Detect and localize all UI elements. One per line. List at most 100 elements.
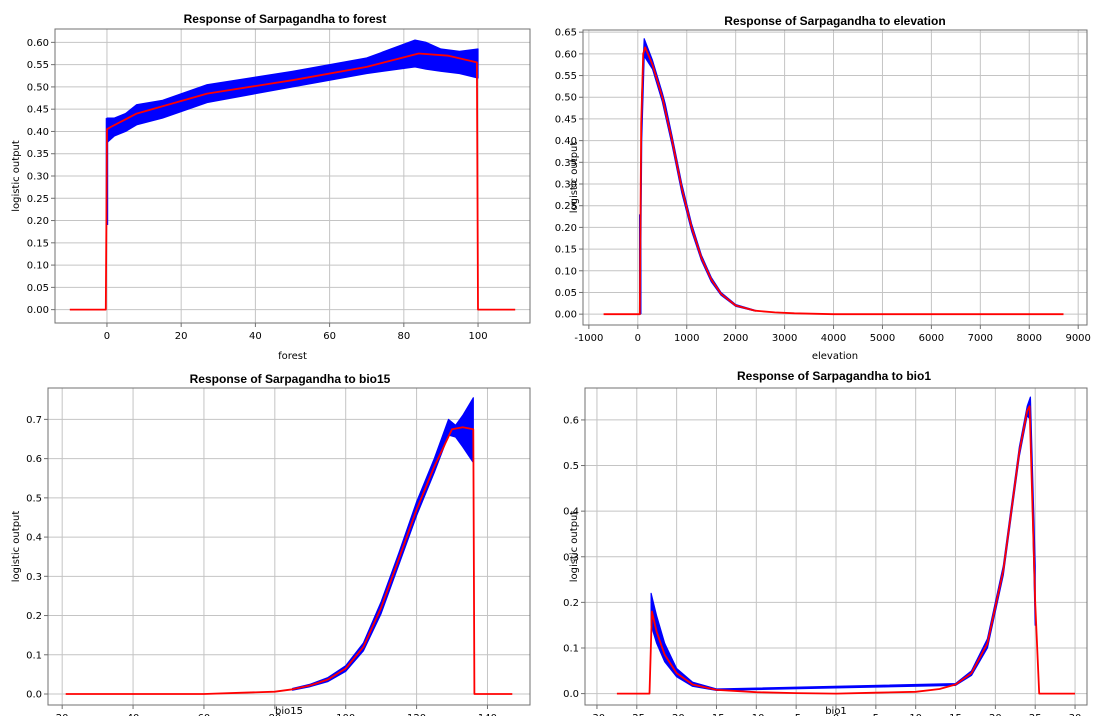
mean-response-line	[603, 46, 1064, 316]
y-tick-label: 0.30	[27, 172, 49, 183]
chart-elevation: Response of Sarpagandha to elevation -100…	[548, 0, 1093, 362]
y-tick-label: 0.20	[555, 223, 577, 234]
y-tick-label: 0.30	[555, 180, 577, 191]
chart-title: Response of Sarpagandha to elevation	[724, 14, 945, 28]
x-tick-label: 120	[407, 713, 426, 716]
y-axis-label: logistic output	[11, 511, 22, 583]
plot-frame	[47, 387, 531, 706]
mean-response-line	[69, 52, 516, 311]
mean-response-line	[616, 405, 1075, 695]
y-tick-label: 0.7	[26, 415, 42, 426]
y-tick-label: 0.00	[27, 305, 49, 316]
x-tick-label: 2000	[723, 333, 748, 344]
y-tick-label: 0.00	[555, 310, 577, 321]
x-tick-label: 140	[478, 713, 497, 716]
x-tick-label: 20	[56, 713, 69, 716]
x-tick-label: -1000	[574, 333, 603, 344]
x-tick-label: 100	[336, 713, 355, 716]
y-tick-label: 0.3	[26, 572, 42, 583]
y-tick-label: 0.40	[555, 136, 577, 147]
y-axis-label: logistic output	[569, 142, 580, 214]
y-tick-label: 0.10	[555, 266, 577, 277]
y-tick-label: 0.10	[27, 261, 49, 272]
y-tick-label: 0.6	[563, 415, 579, 426]
plot-area	[583, 30, 1087, 325]
chart-title: Response of Sarpagandha to bio15	[190, 372, 391, 386]
x-tick-label: 80	[397, 331, 410, 342]
y-tick-label: 0.25	[27, 194, 49, 205]
y-tick-label: 0.1	[26, 650, 42, 661]
x-tick-label: 30	[1069, 713, 1082, 716]
y-tick-label: 0.2	[26, 611, 42, 622]
x-tick-label: 40	[249, 331, 262, 342]
chart-title: Response of Sarpagandha to bio1	[737, 369, 931, 383]
y-tick-label: 0.45	[555, 114, 577, 125]
x-tick-label: -30	[589, 713, 605, 716]
x-tick-label: 80	[268, 713, 281, 716]
y-tick-label: 0.60	[27, 38, 49, 49]
x-tick-label: -5	[791, 713, 801, 716]
y-tick-label: 0.20	[27, 216, 49, 227]
y-tick-label: 0.55	[27, 60, 49, 71]
x-tick-label: 0	[635, 333, 641, 344]
x-tick-label: -25	[629, 713, 645, 716]
y-tick-label: 0.5	[26, 493, 42, 504]
chart-bio15: Response of Sarpagandha to bio15 20 40 60 80…	[0, 368, 540, 716]
y-tick-label: 0.3	[563, 552, 579, 563]
chart-title: Response of Sarpagandha to forest	[184, 12, 387, 26]
plot-area	[48, 388, 530, 705]
x-tick-label: 8000	[1017, 333, 1042, 344]
y-tick-label: 0.50	[27, 82, 49, 93]
y-tick-label: 0.5	[563, 461, 579, 472]
chart-forest: Response of Sarpagandha to forest 0 20 40 60…	[0, 0, 540, 362]
x-tick-label: 10	[909, 713, 922, 716]
x-tick-label: 15	[949, 713, 962, 716]
x-tick-label: 0	[833, 713, 839, 716]
x-axis-label: elevation	[812, 351, 858, 362]
x-tick-label: 60	[323, 331, 336, 342]
x-tick-label: 0	[104, 331, 110, 342]
y-tick-label: 0.35	[555, 158, 577, 169]
x-tick-label: 20	[175, 331, 188, 342]
x-tick-label: 20	[989, 713, 1002, 716]
y-tick-label: 0.55	[555, 71, 577, 82]
y-tick-label: 0.4	[563, 507, 579, 518]
mean-response-line	[65, 426, 513, 695]
x-tick-label: -20	[668, 713, 684, 716]
y-tick-label: 0.50	[555, 93, 577, 104]
chart-bio15-svg: Response of Sarpagandha to bio15 20 40 60 80…	[11, 372, 531, 716]
plot-frame	[582, 29, 1088, 326]
x-tick-label: 4000	[821, 333, 846, 344]
y-tick-label: 0.15	[27, 238, 49, 249]
y-tick-label: 0.65	[555, 28, 577, 39]
y-tick-label: 0.1	[563, 643, 579, 654]
confidence-band	[106, 39, 479, 144]
y-tick-label: 0.35	[27, 149, 49, 160]
y-tick-label: 0.0	[563, 689, 579, 700]
x-tick-label: 100	[469, 331, 488, 342]
x-axis-label: bio15	[275, 706, 303, 716]
x-axis-label: bio1	[825, 706, 847, 716]
chart-forest-svg: Response of Sarpagandha to forest 0 20 40 60…	[11, 12, 531, 362]
chart-bio1-svg: Response of Sarpagandha to bio1 -30 -25 -20…	[563, 369, 1088, 716]
x-tick-label: 1000	[674, 333, 699, 344]
y-tick-label: 0.05	[555, 288, 577, 299]
x-tick-label: 5000	[870, 333, 895, 344]
y-tick-label: 0.05	[27, 283, 49, 294]
x-tick-label: -15	[708, 713, 724, 716]
y-tick-label: 0.4	[26, 533, 42, 544]
x-tick-label: -10	[748, 713, 764, 716]
x-tick-label: 60	[198, 713, 211, 716]
y-tick-label: 0.0	[26, 690, 42, 701]
x-tick-label: 3000	[772, 333, 797, 344]
y-tick-label: 0.2	[563, 598, 579, 609]
y-tick-label: 0.45	[27, 105, 49, 116]
x-tick-label: 6000	[919, 333, 944, 344]
x-tick-label: 9000	[1065, 333, 1090, 344]
y-axis-label: logistic output	[569, 511, 580, 583]
chart-bio1: Response of Sarpagandha to bio1 -30 -25 -20…	[548, 368, 1093, 716]
y-tick-label: 0.60	[555, 49, 577, 60]
y-tick-label: 0.15	[555, 245, 577, 256]
y-axis-label: logistic output	[11, 140, 22, 212]
x-axis-label: forest	[278, 351, 307, 362]
